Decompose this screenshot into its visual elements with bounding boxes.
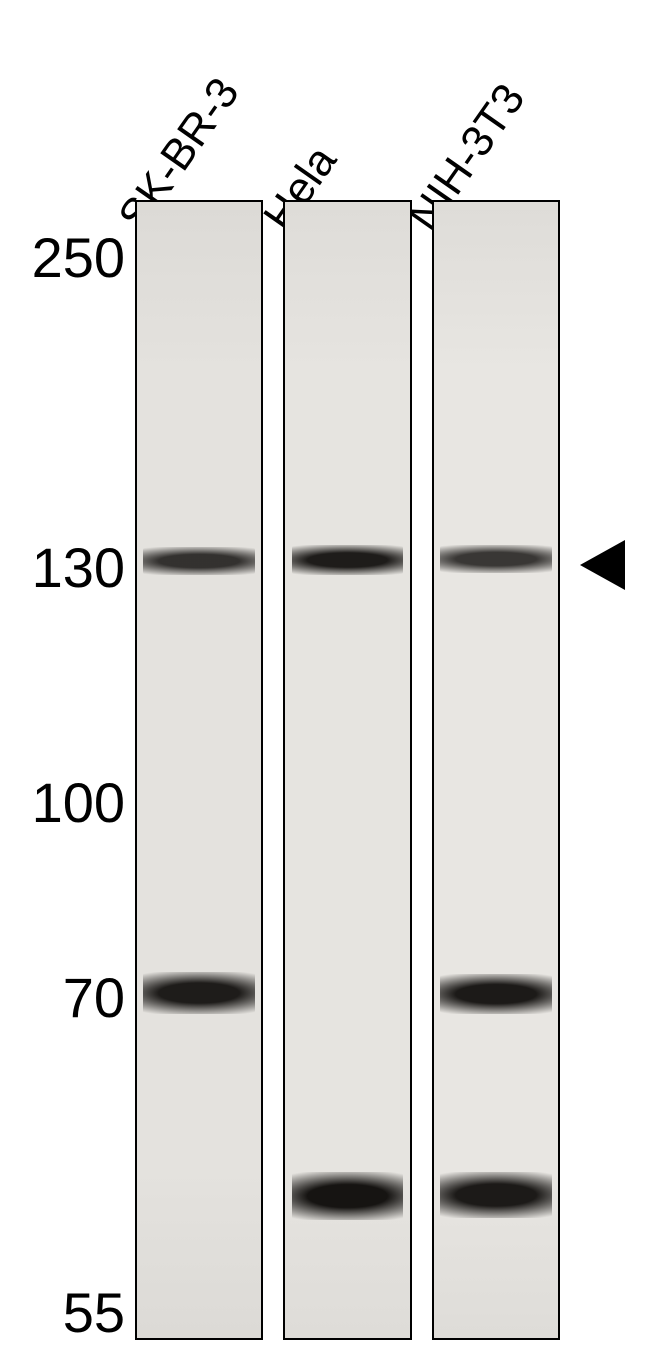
protein-band <box>440 974 552 1014</box>
target-band-arrow <box>580 540 625 590</box>
protein-band <box>292 1172 404 1220</box>
mw-label-130: 130 <box>10 535 125 600</box>
protein-band <box>292 545 404 575</box>
lanes-container <box>135 200 560 1340</box>
protein-band <box>440 545 552 573</box>
protein-band <box>143 972 255 1014</box>
lane-3 <box>432 200 560 1340</box>
mw-label-70: 70 <box>10 965 125 1030</box>
western-blot-figure: SK-BR-3 Hela NIH-3T3 250 130 100 70 55 <box>0 0 650 1371</box>
mw-label-55: 55 <box>10 1280 125 1345</box>
protein-band <box>143 547 255 575</box>
mw-label-250: 250 <box>10 225 125 290</box>
mw-label-100: 100 <box>10 770 125 835</box>
lane-1 <box>135 200 263 1340</box>
protein-band <box>440 1172 552 1218</box>
lane-2 <box>283 200 411 1340</box>
